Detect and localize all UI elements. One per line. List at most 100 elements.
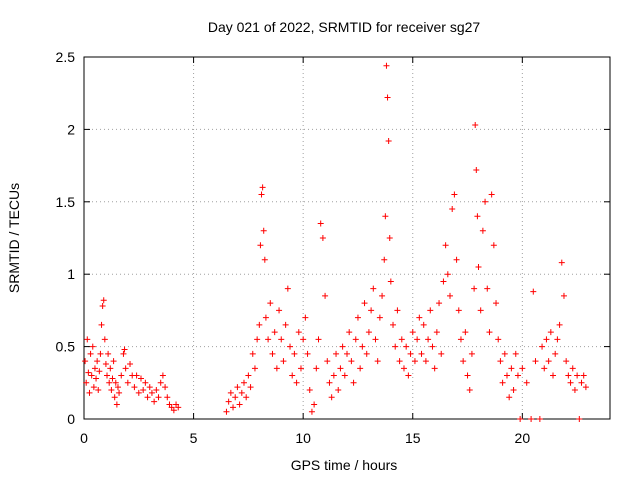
- data-point: [317, 220, 324, 227]
- data-point: [357, 365, 364, 372]
- data-point: [335, 387, 342, 394]
- data-point: [455, 307, 462, 314]
- data-point: [93, 375, 100, 382]
- data-point: [486, 329, 493, 336]
- data-point: [254, 336, 261, 343]
- data-point: [545, 358, 552, 365]
- data-point: [466, 387, 473, 394]
- data-point: [414, 336, 421, 343]
- data-point: [576, 416, 583, 422]
- data-point: [552, 350, 559, 357]
- data-point: [536, 416, 543, 422]
- data-point: [580, 372, 587, 379]
- data-point: [416, 314, 423, 321]
- data-point: [490, 242, 497, 249]
- data-point: [308, 408, 315, 415]
- y-tick-label: 0: [67, 411, 75, 427]
- data-point: [118, 372, 125, 379]
- y-tick-label: 2.5: [56, 49, 76, 65]
- data-point: [271, 329, 278, 336]
- data-point: [175, 404, 182, 411]
- data-point: [385, 137, 392, 144]
- data-point: [97, 350, 104, 357]
- data-point: [543, 336, 550, 343]
- x-tick-label: 5: [190, 430, 198, 446]
- data-point: [488, 191, 495, 198]
- data-point: [280, 358, 287, 365]
- data-point: [558, 259, 565, 266]
- data-point: [451, 191, 458, 198]
- data-point: [528, 416, 535, 422]
- data-point: [477, 307, 484, 314]
- data-point: [98, 321, 105, 328]
- data-point: [433, 329, 440, 336]
- data-point: [151, 398, 158, 405]
- data-point: [315, 336, 322, 343]
- data-point: [484, 285, 491, 292]
- data-point: [578, 379, 585, 386]
- data-point: [425, 336, 432, 343]
- data-point: [569, 365, 576, 372]
- data-point: [319, 235, 326, 241]
- data-point: [376, 314, 383, 321]
- y-tick-label: 0.5: [56, 339, 76, 355]
- data-point: [135, 389, 142, 396]
- data-point: [462, 329, 469, 336]
- data-point: [261, 256, 268, 263]
- data-point: [473, 166, 480, 173]
- data-point: [83, 379, 90, 386]
- data-point: [550, 372, 557, 379]
- data-point: [394, 307, 401, 314]
- data-point: [82, 358, 89, 365]
- data-point: [427, 307, 434, 314]
- data-point: [468, 350, 475, 357]
- data-point: [297, 365, 304, 372]
- data-point: [337, 365, 344, 372]
- data-point: [403, 343, 410, 350]
- data-point: [95, 387, 102, 394]
- plot-frame: [83, 56, 611, 420]
- data-point: [363, 350, 370, 357]
- data-point: [234, 384, 241, 391]
- data-point: [84, 336, 91, 343]
- data-point: [304, 350, 311, 357]
- data-point: [159, 372, 166, 379]
- data-point: [238, 389, 245, 396]
- data-point: [472, 122, 479, 129]
- data-point: [116, 389, 123, 396]
- data-point: [514, 372, 521, 379]
- data-point: [333, 350, 340, 357]
- data-point: [106, 379, 113, 386]
- data-point: [361, 300, 368, 307]
- data-point: [438, 350, 445, 357]
- data-point: [556, 321, 563, 328]
- grid: [84, 57, 610, 419]
- data-point: [99, 303, 106, 310]
- data-point: [164, 394, 171, 401]
- data-point: [374, 358, 381, 365]
- data-point: [122, 365, 129, 372]
- data-point: [243, 394, 250, 401]
- data-point: [133, 372, 140, 379]
- y-tick-label: 1: [67, 266, 75, 282]
- data-point: [89, 343, 96, 350]
- data-point: [100, 297, 107, 304]
- data-point: [346, 329, 353, 336]
- data-point: [348, 358, 355, 365]
- data-point: [326, 379, 333, 386]
- data-point: [102, 360, 109, 367]
- data-point: [306, 387, 313, 394]
- data-point: [510, 387, 517, 394]
- data-point: [330, 372, 337, 379]
- data-point: [386, 235, 393, 241]
- data-point: [155, 394, 162, 401]
- data-point: [162, 384, 169, 391]
- ticks: 0 5 10 15 20 0 0.5 1 1.5 2 2.5: [56, 49, 610, 446]
- data-point: [560, 292, 567, 299]
- data-point: [259, 184, 266, 191]
- data-point: [311, 401, 318, 408]
- data-point: [293, 379, 300, 386]
- data-point: [350, 379, 357, 386]
- data-point: [121, 346, 128, 353]
- data-point: [532, 358, 539, 365]
